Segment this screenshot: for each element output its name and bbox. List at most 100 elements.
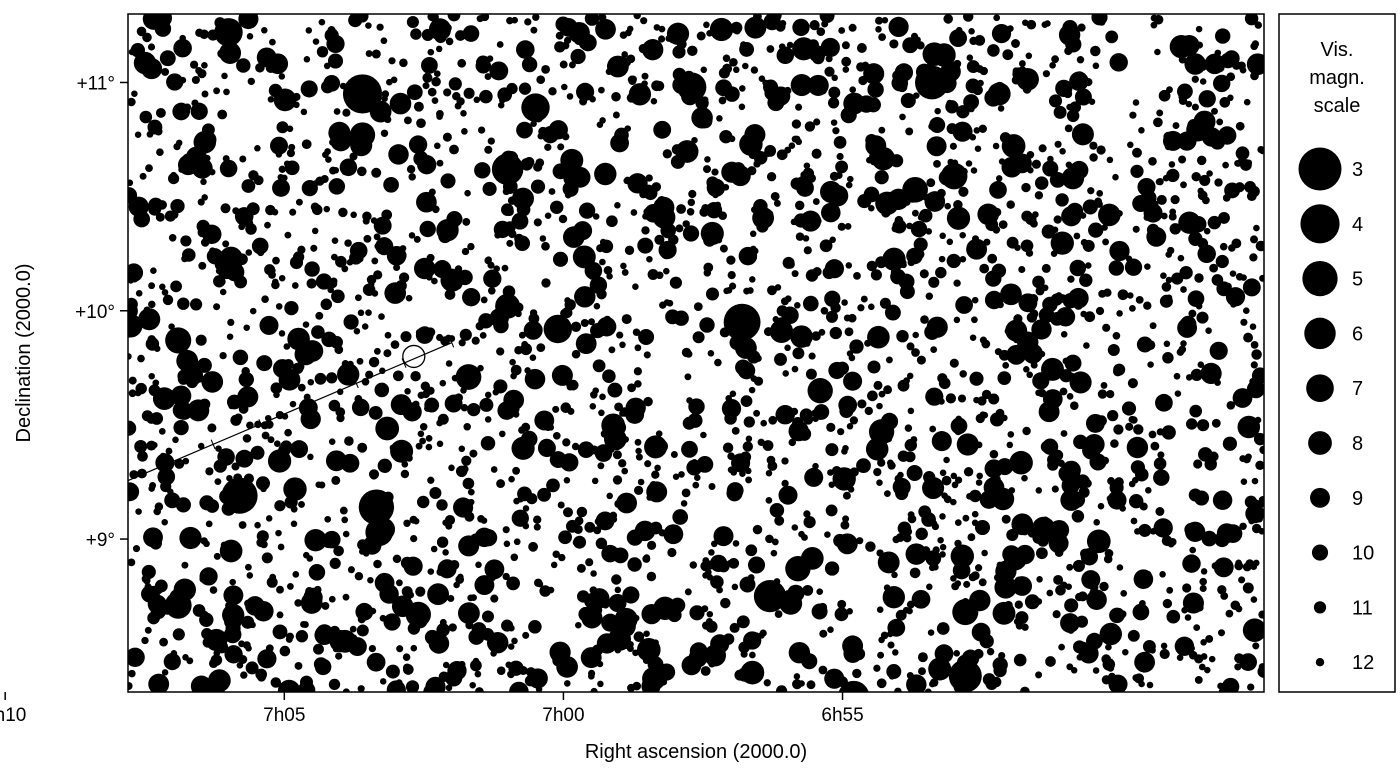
- star: [1005, 144, 1013, 152]
- star: [752, 524, 763, 535]
- star: [1060, 330, 1068, 338]
- star: [1212, 74, 1231, 93]
- star: [1257, 665, 1264, 678]
- star: [146, 440, 157, 451]
- star: [831, 466, 842, 476]
- star: [821, 202, 841, 223]
- x-axis: 7h107h057h006h55: [0, 692, 864, 726]
- star: [255, 668, 268, 681]
- star: [475, 561, 482, 569]
- star: [1020, 239, 1034, 253]
- star: [474, 575, 495, 596]
- star: [1214, 178, 1223, 187]
- star: [1155, 507, 1165, 516]
- star: [128, 682, 133, 690]
- star: [1156, 109, 1164, 117]
- star: [383, 349, 392, 358]
- star: [611, 92, 621, 102]
- star: [375, 225, 382, 233]
- star: [276, 611, 284, 619]
- star: [1140, 190, 1157, 206]
- star: [749, 230, 757, 238]
- star: [272, 359, 292, 378]
- star: [238, 14, 259, 30]
- star: [329, 139, 336, 146]
- star: [971, 622, 991, 642]
- star: [634, 344, 642, 352]
- star: [1163, 340, 1171, 348]
- star: [343, 314, 359, 330]
- star: [234, 413, 243, 422]
- star: [219, 539, 243, 563]
- star: [406, 165, 416, 174]
- star: [458, 339, 466, 347]
- star: [236, 58, 251, 73]
- star: [812, 462, 819, 470]
- star: [1162, 352, 1174, 364]
- star: [453, 81, 462, 89]
- star: [568, 61, 576, 69]
- star: [511, 509, 529, 527]
- star: [541, 278, 551, 288]
- star: [946, 99, 953, 107]
- star: [775, 21, 786, 32]
- star: [622, 436, 629, 443]
- star: [856, 458, 871, 473]
- star: [274, 139, 284, 150]
- star: [1070, 401, 1079, 410]
- star: [731, 162, 746, 177]
- star: [974, 519, 991, 536]
- star: [788, 438, 797, 447]
- bright-star: [365, 518, 394, 547]
- star: [401, 460, 409, 468]
- star: [1160, 212, 1168, 220]
- star: [768, 415, 778, 425]
- star: [688, 189, 697, 199]
- star: [279, 645, 291, 657]
- star: [513, 538, 521, 546]
- star: [1134, 651, 1155, 673]
- star: [474, 527, 495, 548]
- star: [965, 160, 973, 167]
- star: [635, 453, 643, 461]
- star: [335, 255, 347, 268]
- star: [770, 549, 778, 557]
- star: [198, 261, 207, 270]
- star: [516, 121, 533, 139]
- star: [368, 644, 377, 653]
- star: [128, 669, 136, 678]
- star: [839, 404, 854, 419]
- star: [1146, 681, 1154, 689]
- star: [518, 82, 532, 95]
- star: [744, 16, 767, 39]
- star: [857, 399, 867, 409]
- star: [467, 498, 475, 506]
- bright-star: [455, 364, 482, 390]
- comet-track-tick: [353, 378, 359, 389]
- star: [357, 539, 369, 551]
- star: [264, 264, 276, 276]
- star: [1007, 431, 1015, 438]
- star: [1121, 401, 1137, 416]
- star: [301, 139, 312, 150]
- star: [278, 165, 286, 173]
- star: [530, 120, 537, 127]
- star: [392, 554, 402, 564]
- star: [843, 371, 863, 391]
- star: [226, 333, 234, 340]
- star: [771, 538, 779, 546]
- bright-star: [358, 489, 395, 525]
- star: [507, 196, 517, 205]
- star: [139, 172, 147, 180]
- star: [1127, 141, 1134, 149]
- star: [1174, 390, 1182, 397]
- star: [599, 173, 609, 183]
- star: [559, 18, 578, 37]
- star: [312, 38, 320, 45]
- star: [1107, 344, 1120, 356]
- star: [524, 18, 532, 26]
- star: [1222, 436, 1238, 451]
- star: [427, 87, 437, 97]
- star: [874, 170, 889, 185]
- star: [865, 541, 876, 552]
